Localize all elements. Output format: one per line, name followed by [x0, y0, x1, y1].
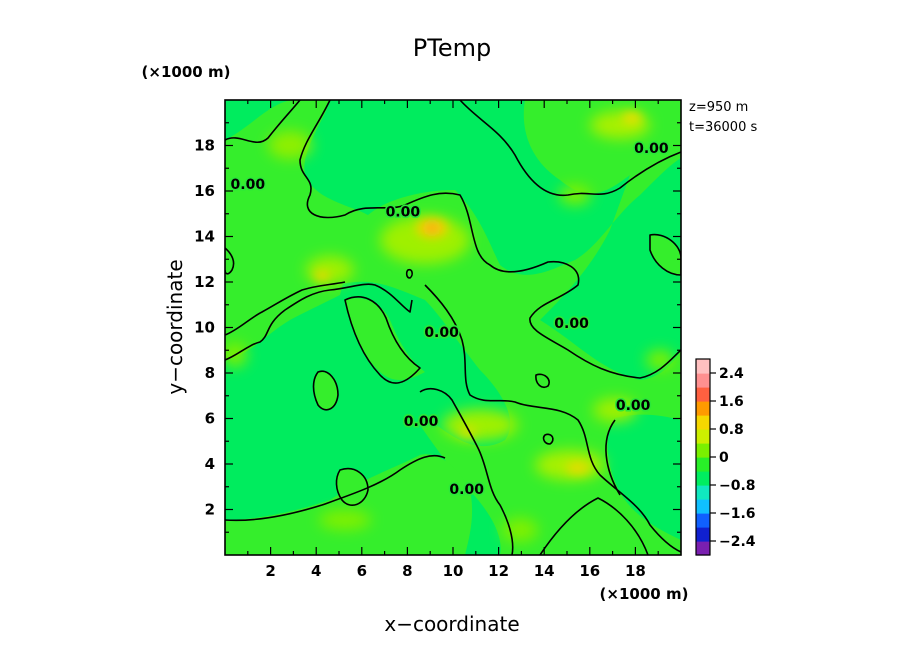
y-tick-label: 2 [205, 501, 215, 519]
y-tick-label: 16 [194, 182, 215, 200]
contour-labels: 0.00 0.00 0.00 0.00 0.00 0.00 0.00 0.00 [229, 139, 670, 499]
y-tick-label: 14 [194, 228, 215, 246]
x-axis-unit: (×1000 m) [600, 585, 689, 603]
x-axis-label: x−coordinate [384, 612, 519, 636]
x-tick-label: 18 [625, 562, 646, 580]
contour-line [225, 283, 413, 361]
x-tick-label: 6 [357, 562, 367, 580]
contour-line [312, 370, 339, 411]
contour-line [459, 100, 681, 197]
colorbar-tick-label: 0.8 [719, 422, 744, 438]
zero-contours [225, 100, 681, 555]
colorbar-swatch [696, 401, 710, 416]
y-tick-label: 6 [205, 410, 215, 428]
contour-line [542, 433, 554, 445]
colorbar-swatch [696, 499, 710, 514]
contour-line [335, 468, 369, 506]
contour-label: 0.00 [386, 204, 421, 220]
heatmap-field: 0.00 0.00 0.00 0.00 0.00 0.00 0.00 0.00 [225, 100, 681, 555]
contour-line [225, 281, 346, 336]
colorbar-swatch [696, 541, 710, 556]
colorbar-swatch [696, 471, 710, 486]
contour-label: 0.00 [424, 325, 459, 341]
info-time: t=36000 s [689, 120, 757, 135]
x-tick-label: 8 [402, 562, 412, 580]
colorbar-swatch [696, 387, 710, 402]
x-tick-label: 2 [265, 562, 275, 580]
contour-label: 0.00 [404, 414, 439, 430]
y-tick-label: 4 [205, 455, 215, 473]
y-tick-label: 18 [194, 137, 215, 155]
colorbar-tick-label: 0 [719, 450, 729, 466]
contour-label: 0.00 [554, 316, 589, 332]
contour-line [535, 373, 550, 389]
contour-line [299, 100, 681, 379]
x-tick-label: 10 [443, 562, 464, 580]
y-axis-label: y−coordinate [163, 259, 187, 394]
colorbar-swatch [696, 415, 710, 430]
hot-spot-layer [314, 112, 642, 474]
contour-line [419, 388, 514, 555]
x-tick-label: 12 [488, 562, 509, 580]
colorbar-swatches [696, 359, 710, 556]
contour-label: 0.00 [634, 141, 669, 157]
contour-line [225, 100, 301, 144]
x-tick-label: 14 [534, 562, 555, 580]
axis-tick-labels: 2 4 6 8 10 12 14 16 18 2 4 6 8 10 12 14 16 18 [194, 137, 646, 581]
colorbar-tick-label: −1.6 [719, 506, 756, 522]
x-tick-label: 4 [311, 562, 321, 580]
colorbar-swatch [696, 485, 710, 500]
contour-line [225, 454, 446, 522]
contour-line [605, 419, 621, 496]
info-height: z=950 m [689, 100, 748, 115]
colorbar-swatch [696, 429, 710, 444]
contour-line [539, 497, 649, 555]
contour-label: 0.00 [616, 398, 651, 414]
contour-line [649, 233, 681, 276]
colorbar-swatch [696, 443, 710, 458]
colorbar-tick-label: 2.4 [719, 366, 744, 382]
colorbar-swatch [696, 373, 710, 388]
contour-line [344, 296, 421, 384]
contour-line [405, 268, 413, 279]
colorbar-swatch [696, 457, 710, 472]
chart-title: PTemp [413, 34, 491, 62]
colorbar-ticks: 2.4 1.6 0.8 0 −0.8 −1.6 −2.4 [710, 366, 756, 550]
colorbar-swatch [696, 527, 710, 542]
colorbar-tick-label: −2.4 [719, 534, 756, 550]
y-tick-label: 8 [205, 364, 215, 382]
y-tick-label: 12 [194, 273, 215, 291]
colorbar-tick-label: 1.6 [719, 394, 744, 410]
colorbar: 2.4 1.6 0.8 0 −0.8 −1.6 −2.4 [695, 358, 756, 556]
colorbar-tick-label: −0.8 [719, 478, 756, 494]
contour-label: 0.00 [449, 482, 484, 498]
y-tick-label: 10 [194, 319, 215, 337]
contour-label: 0.00 [231, 177, 266, 193]
y-axis-unit: (×1000 m) [142, 63, 231, 81]
colorbar-swatch [696, 359, 710, 374]
contour-line [424, 284, 681, 553]
x-tick-label: 16 [579, 562, 600, 580]
colorbar-swatch [696, 513, 710, 528]
axis-ticks [225, 100, 681, 555]
